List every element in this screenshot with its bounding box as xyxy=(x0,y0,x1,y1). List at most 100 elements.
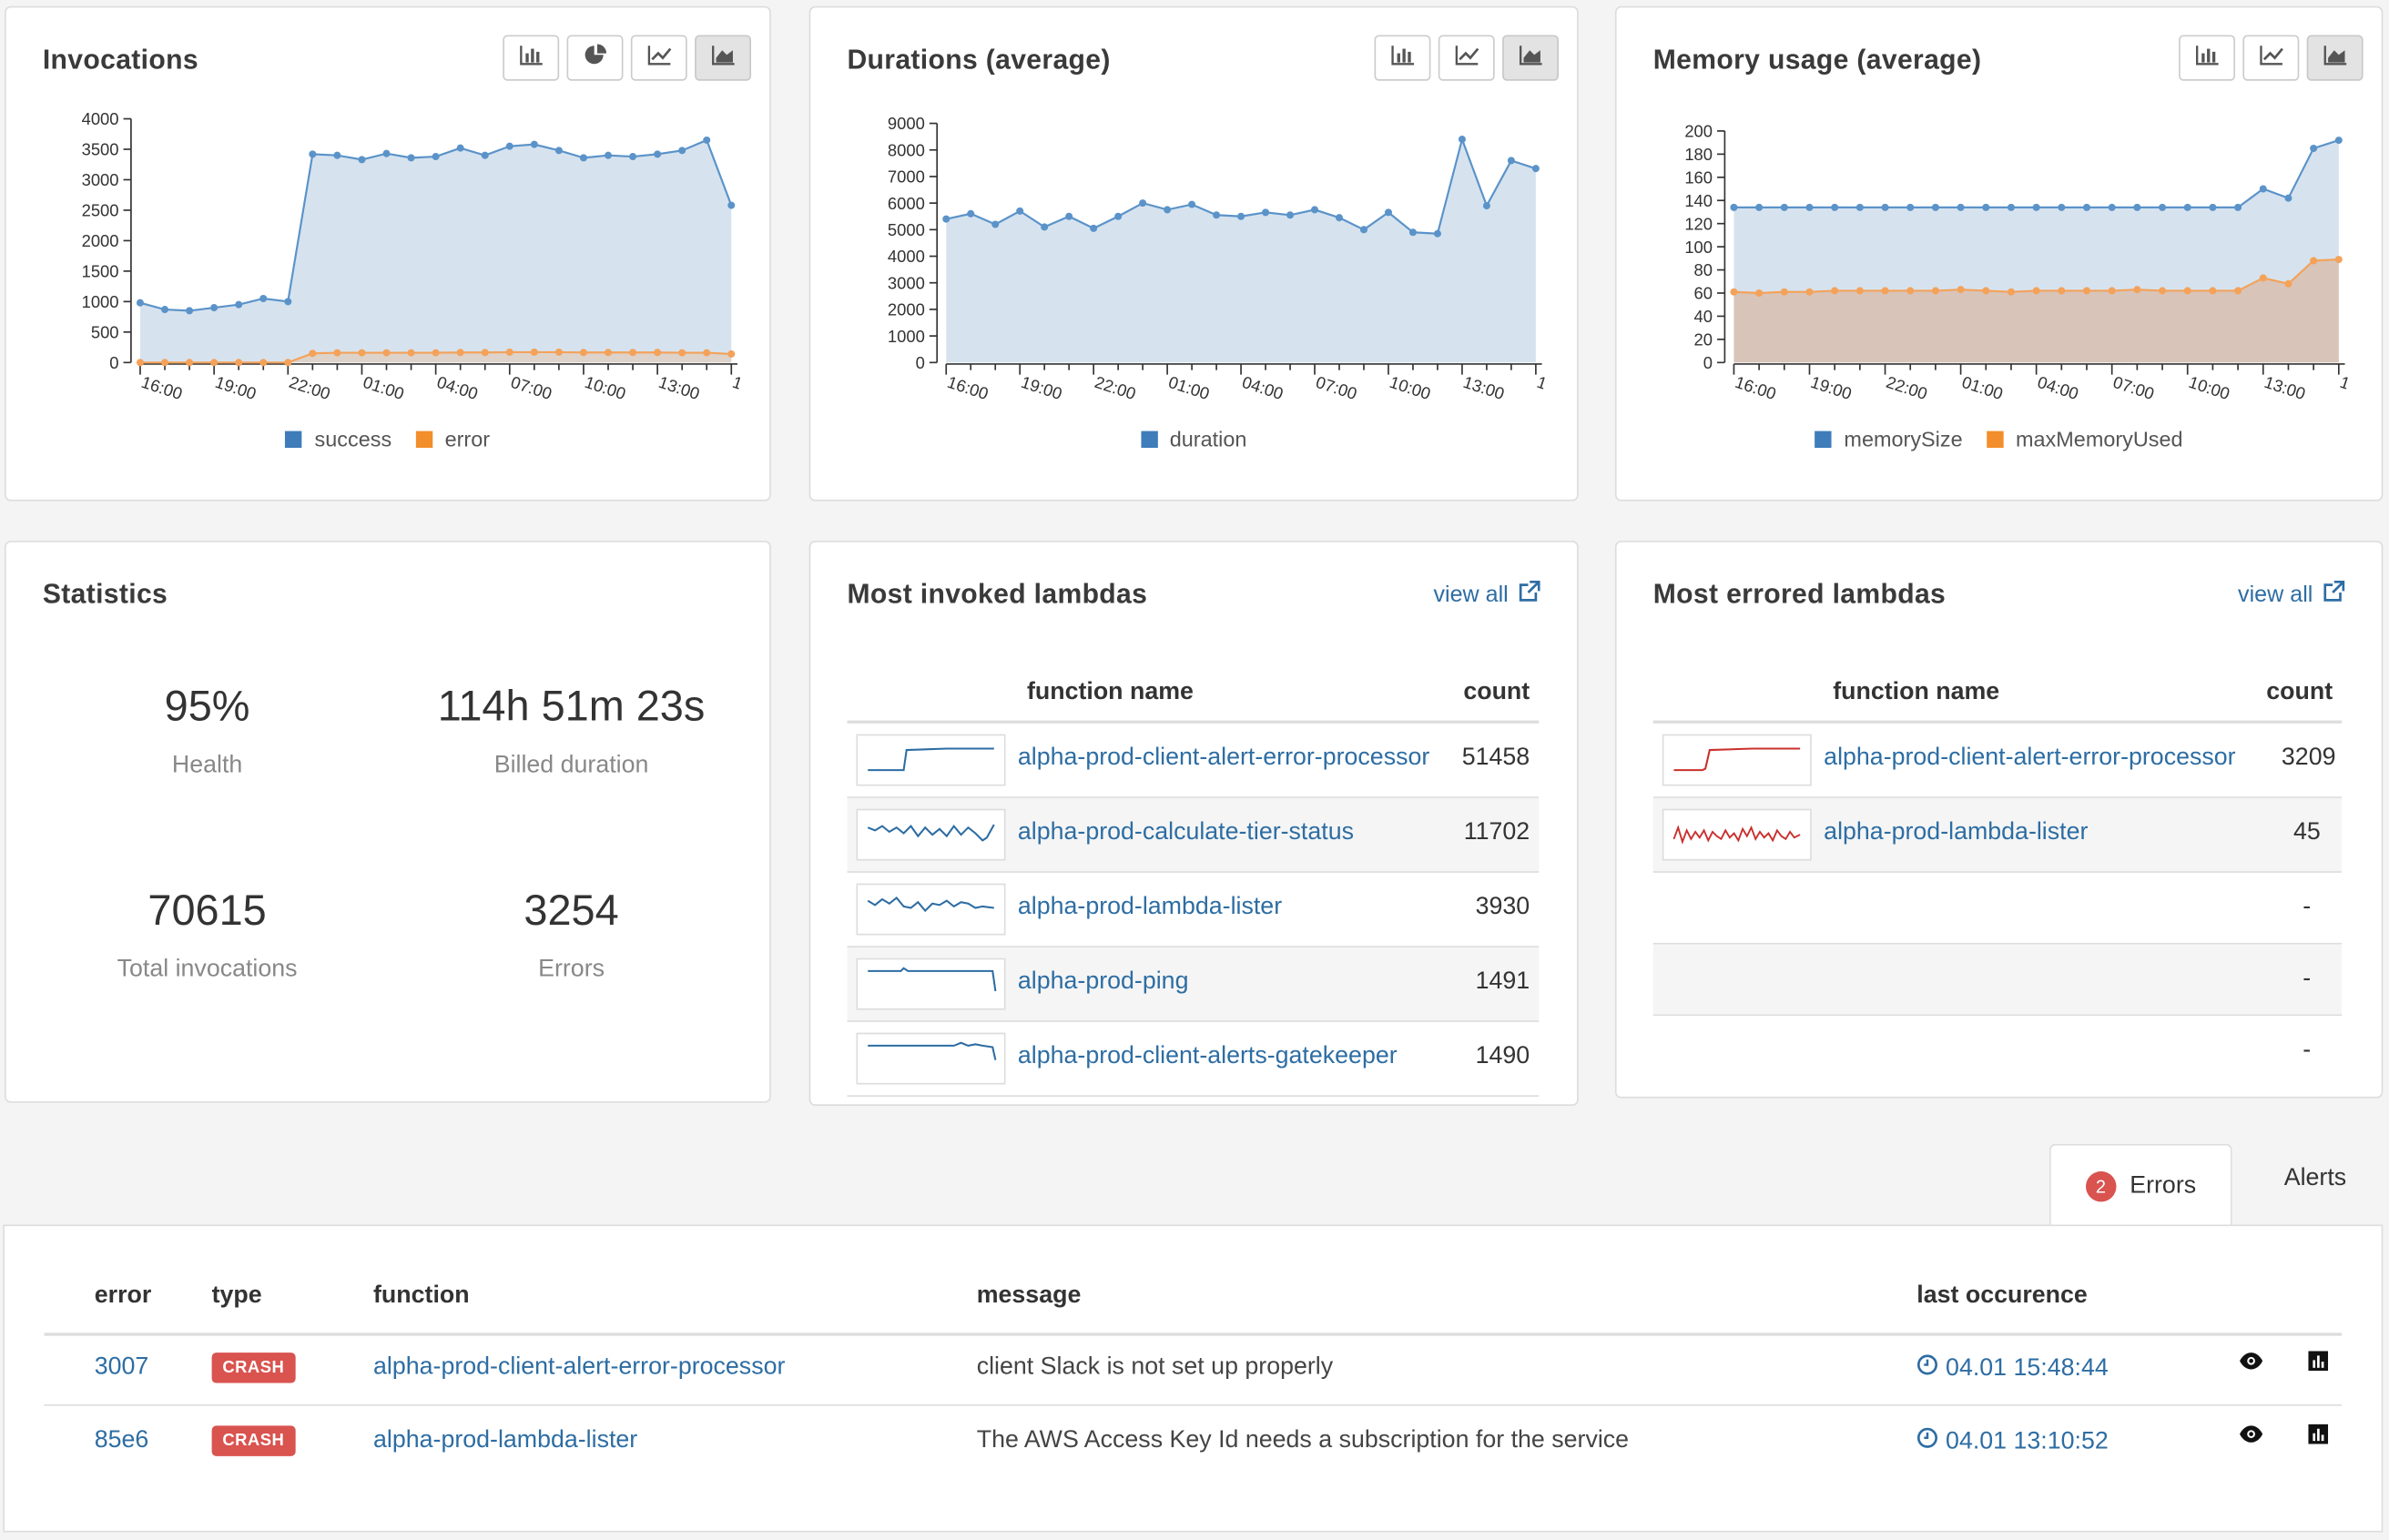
point-memorySize xyxy=(1931,203,1939,211)
y-tick-label: 180 xyxy=(1684,145,1713,164)
point-success xyxy=(382,149,391,157)
x-tick-label: 13:00 xyxy=(1461,372,1507,403)
legend-duration[interactable]: duration xyxy=(1140,427,1246,451)
external-link-icon xyxy=(2322,580,2345,610)
y-tick-label: 2500 xyxy=(82,201,119,220)
eye-icon[interactable] xyxy=(2238,1424,2263,1452)
line-chart-icon xyxy=(646,44,671,73)
point-memorySize xyxy=(1982,203,1990,211)
function-link[interactable]: alpha-prod-ping xyxy=(1017,968,1189,995)
pie-chart-button[interactable] xyxy=(566,35,624,81)
point-duration xyxy=(1016,207,1024,215)
count: 3209 xyxy=(2281,745,2336,771)
area-chart-button[interactable] xyxy=(2306,35,2364,81)
timestamp: 04.01 15:48:44 xyxy=(1946,1354,2109,1382)
bar-chart-button[interactable] xyxy=(2179,35,2236,81)
point-success xyxy=(333,151,341,159)
last-occurence[interactable]: 04.01 15:48:44 xyxy=(1916,1354,2109,1383)
point-duration xyxy=(1139,199,1147,208)
legend-success[interactable]: success xyxy=(285,427,391,451)
chart-icon[interactable] xyxy=(2308,1351,2329,1378)
table-row: 85e6 CRASH alpha-prod-lambda-lister The … xyxy=(45,1406,2343,1478)
function-link[interactable]: alpha-prod-lambda-lister xyxy=(1017,894,1283,920)
chart-icon[interactable] xyxy=(2308,1423,2329,1452)
function-link[interactable]: alpha-prod-calculate-tier-status xyxy=(1017,819,1354,846)
tab-alerts[interactable]: Alerts xyxy=(2232,1142,2384,1224)
point-duration xyxy=(1114,212,1123,220)
stat-total-invocations: 70615 Total invocations xyxy=(25,887,391,984)
x-tick-label: 07:00 xyxy=(509,372,554,403)
area-chart-button[interactable] xyxy=(1502,35,1559,81)
y-tick-label: 7000 xyxy=(888,167,925,187)
function-link[interactable]: alpha-prod-client-alert-error-processor xyxy=(1017,745,1430,771)
x-tick-label: 22:00 xyxy=(1884,372,1929,403)
error-id-link[interactable]: 85e6 xyxy=(94,1427,149,1454)
x-tick-label: 19:00 xyxy=(1019,372,1064,403)
legend-label: maxMemoryUsed xyxy=(2016,426,2183,451)
tab-errors[interactable]: 2 Errors xyxy=(2049,1143,2232,1227)
point-error xyxy=(136,359,144,367)
bar-chart-button[interactable] xyxy=(1374,35,1431,81)
x-tick-label: 07:00 xyxy=(1314,372,1359,403)
point-duration xyxy=(1507,157,1515,165)
point-error xyxy=(678,349,686,357)
point-success xyxy=(604,151,613,159)
line-chart-button[interactable] xyxy=(2242,35,2300,81)
function-link[interactable]: alpha-prod-lambda-lister xyxy=(1824,819,2089,846)
point-error xyxy=(186,359,194,367)
point-error xyxy=(333,349,341,357)
point-maxMemoryUsed xyxy=(2082,287,2091,295)
point-error xyxy=(554,348,563,356)
point-maxMemoryUsed xyxy=(2159,287,2167,295)
column-message: message xyxy=(976,1282,1082,1309)
view-all-link[interactable]: view all xyxy=(2238,580,2345,610)
bar-chart-button[interactable] xyxy=(503,35,560,81)
line-chart-button[interactable] xyxy=(630,35,687,81)
line-chart-button[interactable] xyxy=(1438,35,1495,81)
chart-type-buttons xyxy=(1374,35,1559,81)
x-tick-label: 04:00 xyxy=(434,372,480,403)
view-all-link[interactable]: view all xyxy=(1433,580,1540,610)
error-id-link[interactable]: 3007 xyxy=(94,1353,149,1381)
area-chart-button[interactable] xyxy=(695,35,752,81)
x-tick-label: 16:00 xyxy=(1535,372,1581,403)
function-link[interactable]: alpha-prod-lambda-lister xyxy=(373,1427,638,1454)
function-link[interactable]: alpha-prod-client-alert-error-processor xyxy=(373,1353,786,1381)
legend-max-memory[interactable]: maxMemoryUsed xyxy=(1987,426,2183,451)
y-tick-label: 8000 xyxy=(888,140,925,159)
type-badge: CRASH xyxy=(211,1353,296,1383)
function-link[interactable]: alpha-prod-client-alerts-gatekeeper xyxy=(1017,1043,1398,1069)
x-tick-label: 10:00 xyxy=(583,372,628,403)
function-link[interactable]: alpha-prod-client-alert-error-processor xyxy=(1824,745,2236,771)
count: 1490 xyxy=(1475,1043,1530,1069)
point-memorySize xyxy=(2183,203,2191,211)
count: - xyxy=(2303,1037,2312,1064)
type-badge: CRASH xyxy=(211,1425,296,1456)
point-success xyxy=(579,154,587,162)
point-maxMemoryUsed xyxy=(1906,287,1915,295)
point-maxMemoryUsed xyxy=(2133,286,2141,294)
sparkline xyxy=(856,883,1006,936)
point-error xyxy=(432,349,440,357)
legend-error[interactable]: error xyxy=(415,427,490,451)
point-error xyxy=(407,349,415,357)
point-maxMemoryUsed xyxy=(2209,287,2217,295)
statistics-title: Statistics xyxy=(42,578,168,610)
point-maxMemoryUsed xyxy=(2183,287,2191,295)
point-duration xyxy=(942,215,951,223)
x-tick-label: 01:00 xyxy=(1959,372,2005,403)
last-occurence[interactable]: 04.01 13:10:52 xyxy=(1916,1427,2109,1456)
point-memorySize xyxy=(2209,203,2217,211)
most-invoked-table: function name count alpha-prod-client-al… xyxy=(847,674,1540,1097)
point-success xyxy=(235,300,243,309)
error-message: The AWS Access Key Id needs a subscripti… xyxy=(976,1427,1630,1454)
invocations-panel: Invocations 0 500 1000 1500 2000 2500 3000 3500… xyxy=(5,5,772,502)
legend-memory-size[interactable]: memorySize xyxy=(1815,427,1963,451)
point-error xyxy=(481,349,489,357)
y-tick-label: 0 xyxy=(1703,353,1713,372)
point-error xyxy=(604,349,613,357)
eye-icon[interactable] xyxy=(2238,1351,2263,1378)
point-duration xyxy=(1531,165,1540,173)
errors-table-header: error type function message last occuren… xyxy=(44,1278,2343,1336)
